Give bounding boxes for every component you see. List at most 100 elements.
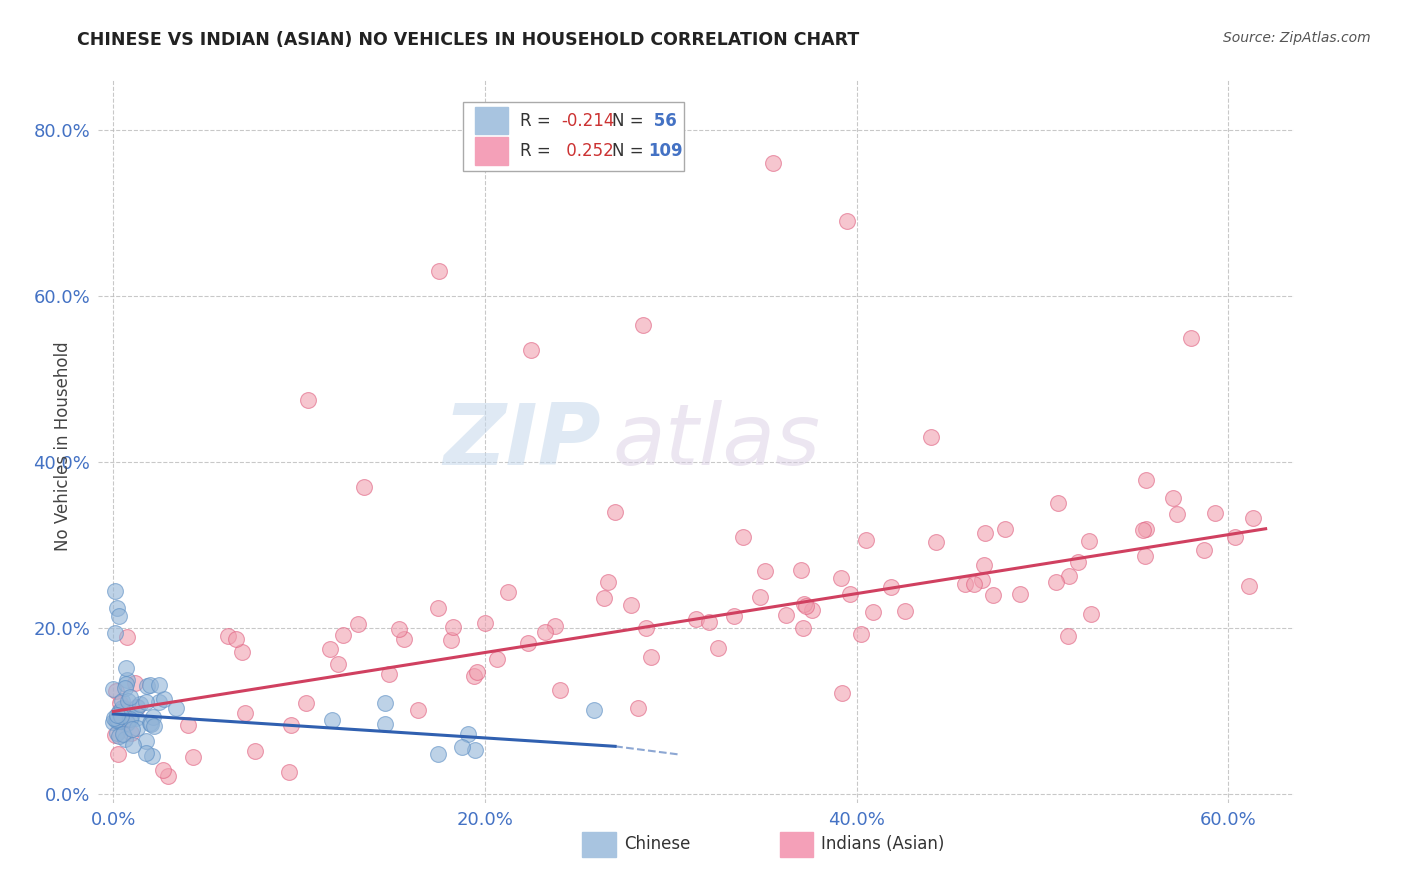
Point — [634, 621, 657, 635]
Point — [105, 600, 128, 615]
Point — [994, 522, 1017, 536]
Text: R =: R = — [520, 142, 557, 160]
Point — [855, 533, 877, 548]
Point — [544, 619, 567, 633]
Point — [731, 530, 754, 544]
FancyBboxPatch shape — [779, 831, 813, 857]
Text: R =: R = — [520, 112, 557, 129]
Point — [217, 629, 239, 643]
Point — [114, 681, 136, 695]
Point — [793, 597, 815, 611]
Text: atlas: atlas — [613, 400, 820, 483]
Point — [467, 665, 489, 679]
Point — [142, 710, 165, 724]
Point — [474, 616, 496, 631]
Point — [464, 743, 486, 757]
Point — [792, 621, 814, 635]
Point — [319, 642, 342, 657]
Point — [374, 696, 396, 710]
Point — [796, 599, 818, 613]
Point — [105, 713, 128, 727]
Point — [104, 728, 127, 742]
Point — [685, 612, 707, 626]
Point — [640, 650, 662, 665]
Point — [1161, 491, 1184, 506]
Point — [748, 590, 770, 604]
Text: No Vehicles in Household: No Vehicles in Household — [55, 341, 72, 551]
Point — [697, 615, 720, 629]
Point — [1135, 473, 1157, 487]
Point — [104, 584, 127, 599]
Point — [326, 657, 349, 671]
Point — [862, 605, 884, 619]
Point — [110, 709, 132, 723]
Point — [406, 702, 429, 716]
Point — [1080, 607, 1102, 622]
Point — [880, 580, 903, 594]
Point — [105, 708, 128, 723]
Point — [233, 706, 256, 720]
Point — [177, 718, 200, 732]
Point — [1135, 522, 1157, 536]
Point — [427, 747, 450, 761]
Point — [620, 599, 643, 613]
Point — [973, 558, 995, 572]
Point — [104, 625, 127, 640]
Point — [153, 691, 176, 706]
Point — [108, 609, 131, 624]
Point — [108, 696, 131, 710]
Point — [136, 679, 159, 693]
Point — [103, 714, 125, 729]
Point — [963, 576, 986, 591]
Point — [332, 628, 354, 642]
Point — [596, 575, 619, 590]
Point — [280, 718, 302, 732]
Point — [108, 729, 131, 743]
Point — [294, 696, 316, 710]
Point — [631, 318, 654, 333]
Point — [121, 722, 143, 736]
Point — [114, 712, 136, 726]
Point — [839, 586, 862, 600]
Point — [141, 749, 163, 764]
Point — [1166, 508, 1188, 522]
Point — [105, 684, 128, 698]
Point — [1057, 629, 1080, 643]
Point — [111, 727, 134, 741]
Point — [762, 156, 785, 170]
Point — [707, 640, 730, 655]
Point — [582, 703, 605, 717]
Point — [981, 588, 1004, 602]
FancyBboxPatch shape — [463, 102, 685, 170]
Point — [141, 716, 163, 731]
Point — [225, 632, 247, 646]
Point — [374, 717, 396, 731]
Point — [1241, 510, 1264, 524]
Point — [121, 738, 143, 752]
Point — [851, 627, 873, 641]
Point — [142, 719, 165, 733]
Point — [1010, 587, 1032, 601]
Text: 0.252: 0.252 — [561, 142, 613, 160]
Point — [181, 750, 204, 764]
Point — [1204, 506, 1226, 520]
Point — [135, 733, 157, 747]
Point — [166, 701, 188, 715]
Point — [440, 633, 463, 648]
Point — [830, 571, 852, 585]
Point — [1066, 555, 1088, 569]
Point — [427, 264, 450, 278]
Text: 56: 56 — [648, 112, 676, 129]
Point — [135, 695, 157, 709]
Point — [723, 609, 745, 624]
Point — [1057, 569, 1080, 583]
Point — [112, 701, 135, 715]
Point — [107, 714, 129, 728]
Point — [129, 698, 152, 712]
Point — [1237, 579, 1260, 593]
Point — [114, 732, 136, 747]
FancyBboxPatch shape — [475, 137, 509, 165]
Point — [754, 564, 776, 578]
Point — [125, 710, 148, 724]
FancyBboxPatch shape — [582, 831, 616, 857]
